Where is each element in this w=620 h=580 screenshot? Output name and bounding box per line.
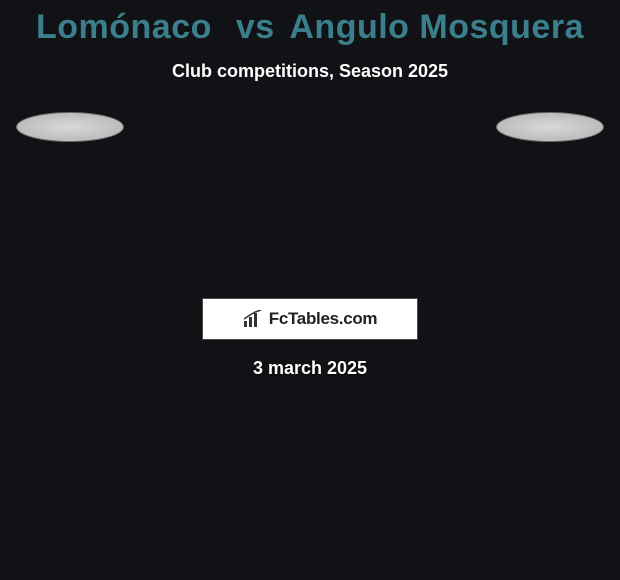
vs-text: vs (236, 8, 275, 46)
page-title: Lomónaco vs Angulo Mosquera (0, 8, 620, 47)
bars-chart-icon (243, 310, 263, 328)
left-club-crest (20, 182, 120, 282)
brand-text: FcTables.com (269, 309, 378, 329)
left-side (10, 112, 130, 282)
shield-icon (20, 182, 120, 282)
right-side (490, 112, 610, 282)
player2-name: Angulo Mosquera (289, 8, 584, 46)
subtitle: Club competitions, Season 2025 (0, 61, 620, 82)
brand-box[interactable]: FcTables.com (202, 298, 418, 340)
shield-icon (500, 182, 600, 282)
date-text: 3 march 2025 (0, 358, 620, 379)
right-club-crest (500, 182, 600, 282)
right-disc-icon (496, 112, 604, 142)
player1-name: Lomónaco (36, 8, 212, 46)
left-disc-icon (16, 112, 124, 142)
